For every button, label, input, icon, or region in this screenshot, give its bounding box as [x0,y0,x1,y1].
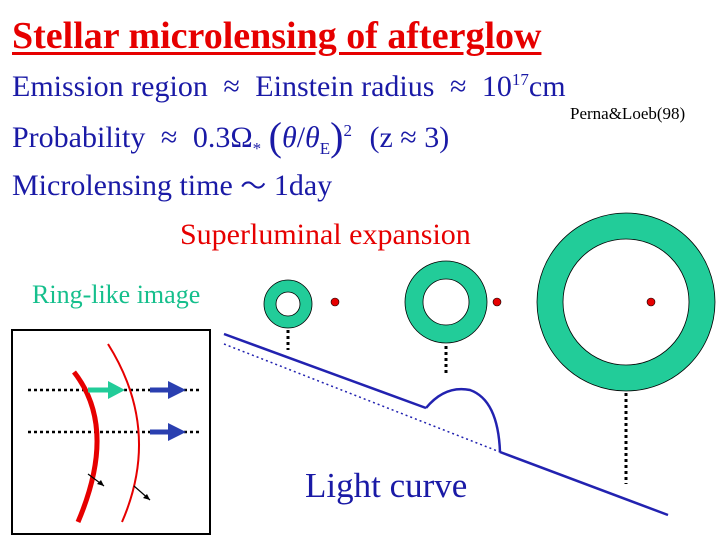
open-paren: ( [268,114,282,159]
theta-symbol: θ [281,121,297,154]
lens-star-dot [330,297,340,307]
probability-coefficient: 0.3Ω [192,121,253,154]
ring-like-image-label: Ring-like image [32,280,201,309]
emission-region-label: Emission region [12,70,208,103]
omega-subscript: * [252,139,262,158]
close-paren: ) [330,114,344,159]
emission-region-line: Emission region ≈ Einstein radius ≈ 1017… [12,62,566,105]
reference-citation: Perna&Loeb(98) [570,104,686,123]
ring-medium [404,260,488,344]
microlensing-time-label: Microlensing time [12,169,233,202]
value-base: 10 [481,70,512,103]
theta-e-symbol: θ [305,121,320,154]
probability-line: Probability ≈ 0.3Ω* (θ/θE)2 (z ≈ 3) [12,113,449,167]
lens-star-dot [646,297,656,307]
light-curve [223,332,669,517]
microlensing-time-line: Microlensing time ～ 1day [12,168,332,205]
e-subscript: E [319,139,331,158]
slide-title: Stellar microlensing of afterglow [12,15,542,57]
ring-large [536,212,716,392]
unit-label: cm [528,70,566,103]
tilde-symbol: ～ [240,172,267,202]
square-exponent: 2 [343,121,353,140]
time-value: 1day [273,169,333,202]
approx-symbol: ≈ [160,121,178,154]
ring-small [263,279,313,329]
value-exponent: 17 [511,70,529,89]
lens-star-dot [492,297,502,307]
superluminal-expansion-label: Superluminal expansion [180,218,471,251]
approx-symbol: ≈ [223,70,240,103]
approx-symbol: ≈ [449,70,467,103]
redshift-condition: (z ≈ 3) [369,121,450,154]
ring-image-box [11,329,211,535]
slash-symbol: / [296,121,306,154]
light-curve-label: Light curve [305,466,468,505]
probability-label: Probability [12,121,146,154]
einstein-radius-label: Einstein radius [255,70,435,103]
